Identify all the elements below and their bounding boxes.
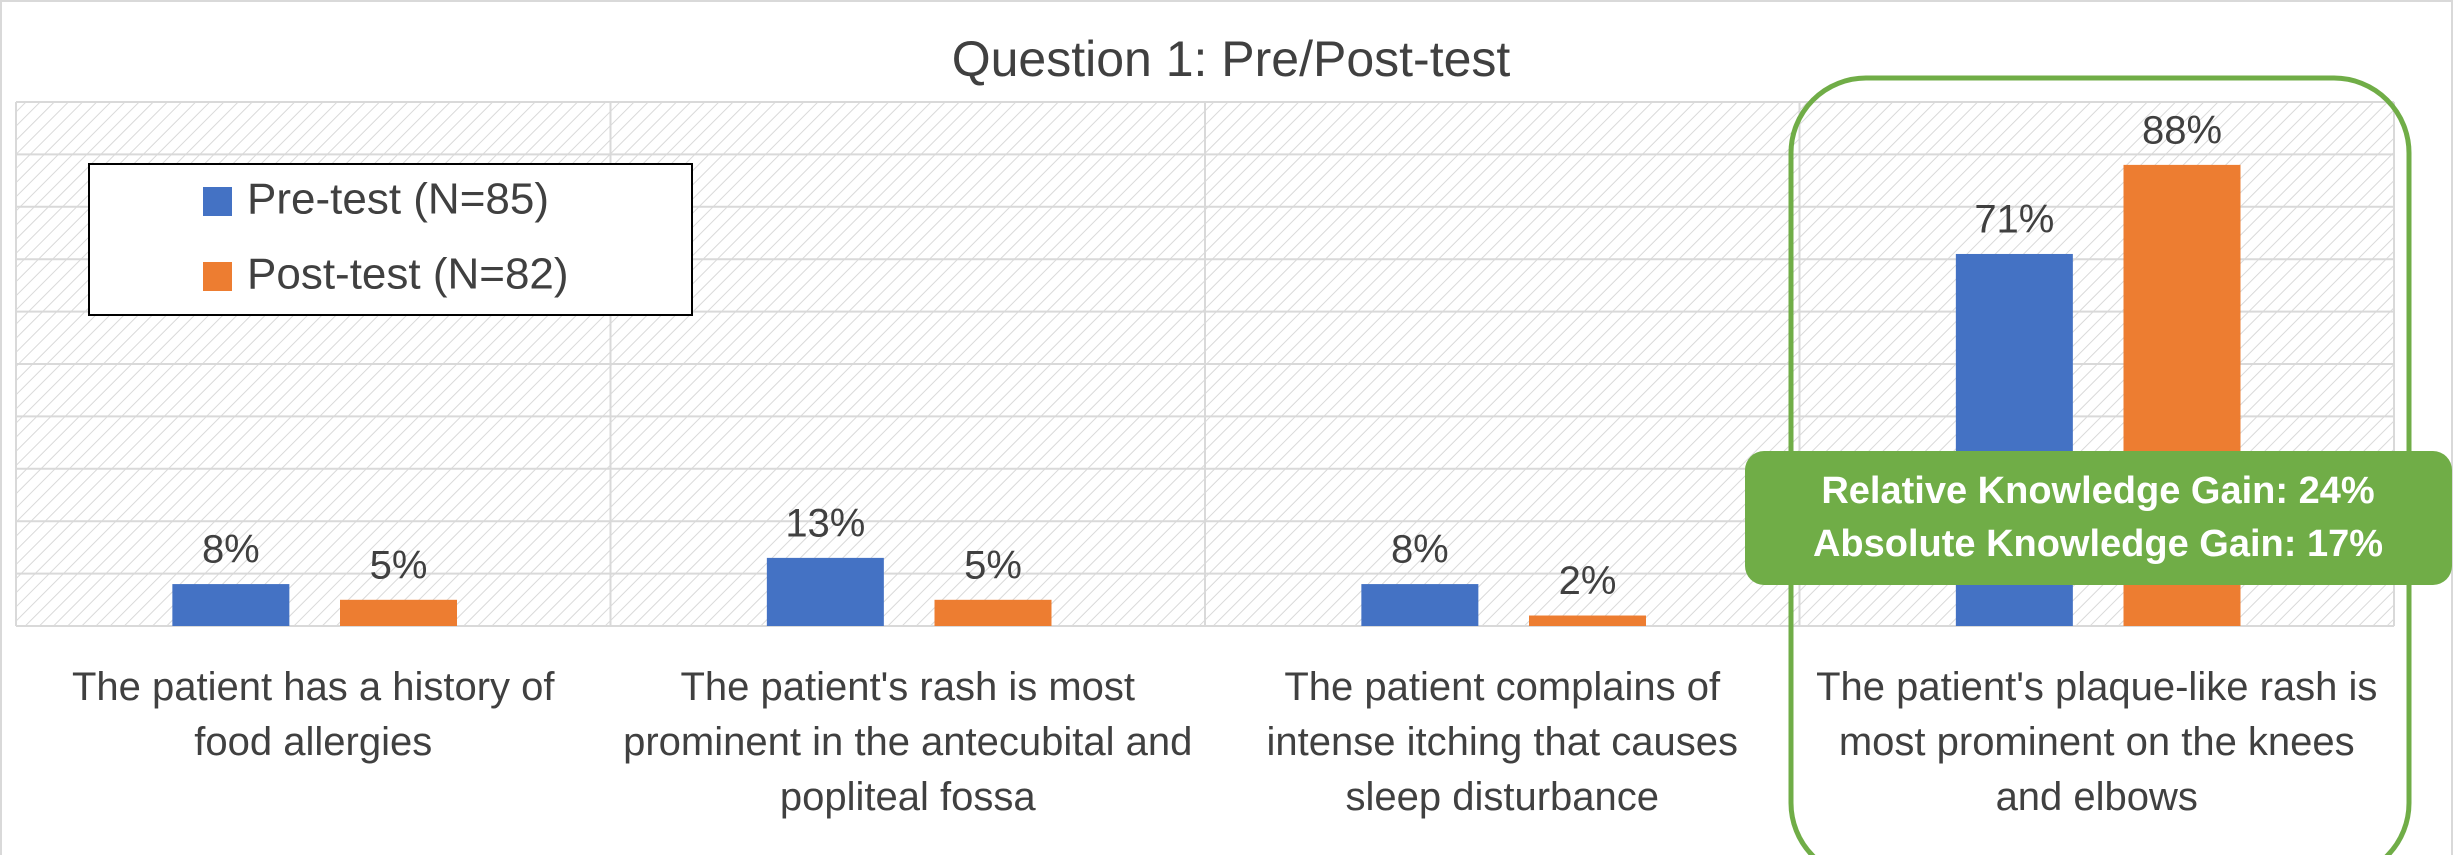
legend-label: Post-test (N=82) bbox=[247, 250, 569, 299]
annotation-box bbox=[1745, 451, 2452, 585]
x-tick-label: The patient's plaque-like rash is most p… bbox=[1816, 665, 2378, 819]
bar bbox=[1529, 615, 1647, 626]
legend-swatch bbox=[203, 262, 232, 291]
data-label: 13% bbox=[785, 501, 865, 545]
x-tick-label: The patient has a history of food allerg… bbox=[72, 665, 555, 764]
legend-swatch bbox=[203, 187, 232, 216]
annotation: Absolute Knowledge Gain: 17% bbox=[1813, 523, 2383, 565]
data-label: 71% bbox=[1974, 198, 2054, 242]
data-label: 5% bbox=[370, 543, 428, 587]
legend-label: Pre-test (N=85) bbox=[247, 175, 549, 224]
data-label: 2% bbox=[1559, 559, 1617, 603]
bar bbox=[1361, 584, 1479, 626]
chart-title: Question 1: Pre/Post-test bbox=[952, 31, 1511, 87]
legend-box bbox=[88, 163, 693, 316]
bar bbox=[172, 584, 290, 626]
data-label: 88% bbox=[2142, 108, 2222, 152]
bar bbox=[934, 599, 1052, 626]
data-label: 5% bbox=[964, 543, 1022, 587]
data-label: 8% bbox=[1391, 528, 1449, 572]
data-label: 8% bbox=[202, 528, 260, 572]
bar bbox=[766, 557, 884, 626]
bar bbox=[340, 599, 458, 626]
x-tick-label: The patient's rash is most prominent in … bbox=[623, 665, 1193, 819]
x-tick-label: The patient complains of intense itching… bbox=[1266, 665, 1738, 819]
annotation: Relative Knowledge Gain: 24% bbox=[1821, 470, 2374, 512]
